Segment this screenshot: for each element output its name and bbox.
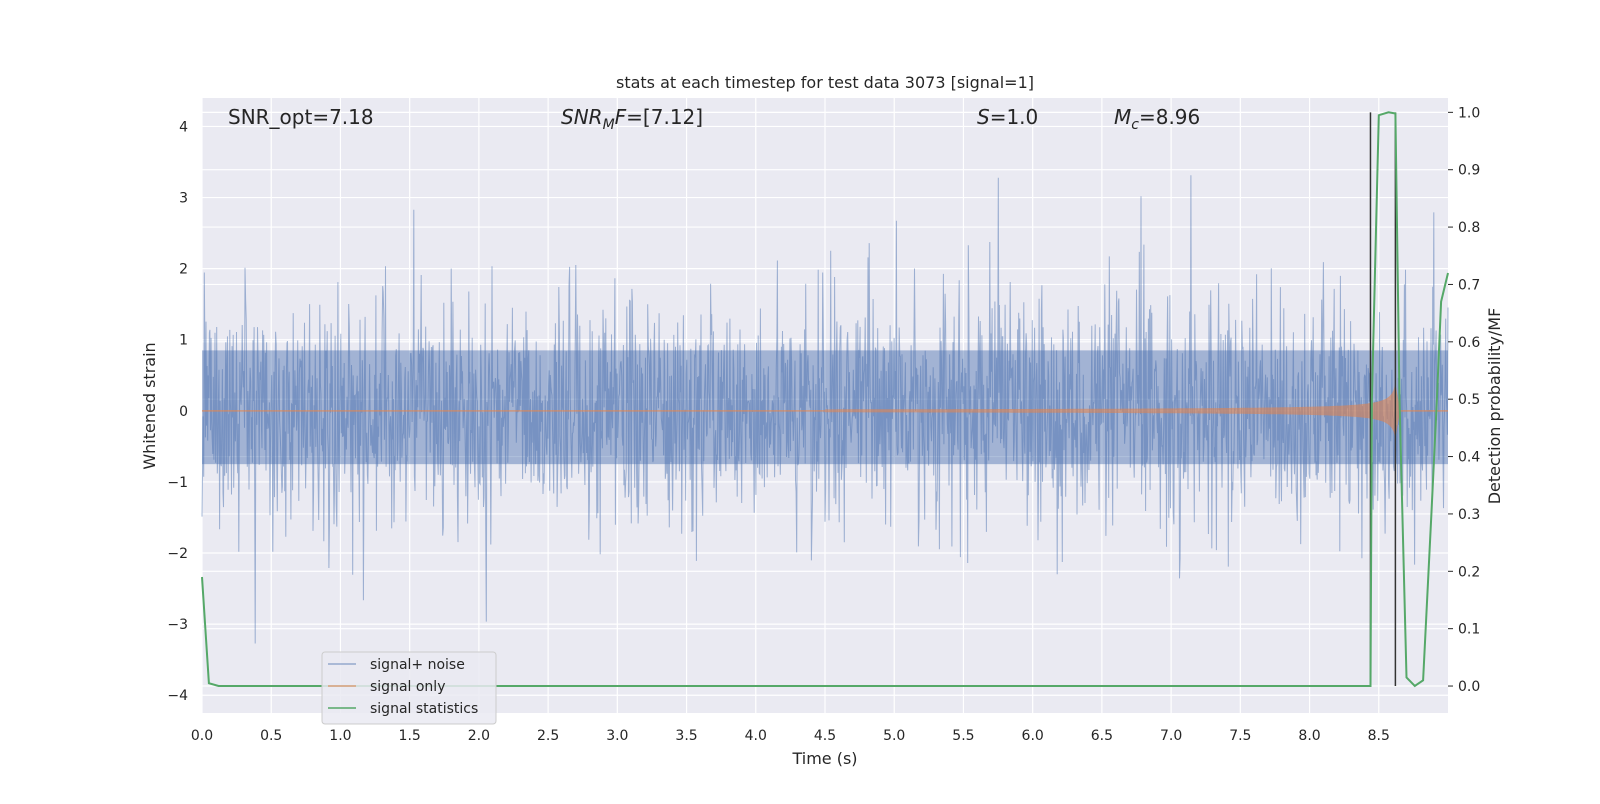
x-tick-label: 4.0	[745, 728, 767, 744]
annotation-snr-mf-base: SNR	[561, 105, 603, 129]
series-noise-line	[201, 175, 1449, 644]
annotation-mc-sub: c	[1131, 117, 1139, 133]
x-tick-label: 6.5	[1091, 728, 1113, 744]
y2-tick-label: 0.1	[1458, 622, 1480, 638]
y2-tick-label: 0.8	[1458, 220, 1480, 236]
x-tick-label: 7.0	[1160, 728, 1182, 744]
x-tick-label: 3.5	[675, 728, 697, 744]
y-tick-label: 4	[179, 119, 188, 135]
x-tick-label: 5.5	[952, 728, 974, 744]
y-tick-label: 1	[179, 333, 188, 349]
x-tick-label: 5.0	[883, 728, 905, 744]
x-tick-label: 1.5	[399, 728, 421, 744]
annotation-snr-mf-italic: F	[615, 105, 627, 129]
y-tick-label: 0	[179, 404, 188, 420]
x-tick-label: 2.0	[468, 728, 490, 744]
plot-area	[201, 111, 1449, 688]
annotation-snr-mf-rest: =[7.12]	[626, 105, 703, 129]
legend-label-noise: signal+ noise	[370, 657, 465, 673]
legend-label-signal: signal only	[370, 679, 445, 695]
y2-axis-label: Detection probability/MF	[1485, 308, 1504, 505]
chart-title: stats at each timestep for test data 307…	[616, 73, 1034, 92]
x-tick-label: 7.5	[1229, 728, 1251, 744]
annotation-mc-base: M	[1114, 105, 1131, 129]
annotation-mc: Mc=8.96	[1114, 105, 1200, 133]
y2-tick-label: 0.6	[1458, 335, 1480, 351]
legend: signal+ noise signal only signal statist…	[321, 651, 497, 725]
y-tick-label: −3	[167, 617, 188, 633]
x-tick-label: 6.0	[1022, 728, 1044, 744]
y-tick-label: −1	[167, 475, 188, 491]
y2-tick-label: 0.3	[1458, 507, 1480, 523]
y-tick-label: 3	[179, 191, 188, 207]
x-tick-label: 0.0	[191, 728, 213, 744]
x-tick-label: 2.5	[537, 728, 559, 744]
y2-tick-label: 0.4	[1458, 450, 1480, 466]
x-tick-label: 4.5	[814, 728, 836, 744]
x-tick-label: 0.5	[260, 728, 282, 744]
legend-box	[321, 651, 497, 725]
y-tick-label: 2	[179, 262, 188, 278]
series-signal-envelope	[825, 383, 1400, 439]
x-tick-label: 3.0	[606, 728, 628, 744]
annotation-s: S=1.0	[977, 105, 1038, 129]
annotation-snr-opt: SNR_opt=7.18	[228, 105, 374, 129]
x-axis-ticks: 0.0 0.5 1.0 1.5 2.0 2.5 3.0 3.5 4.0 4.5 5.0 5.5 6.0 6…	[191, 728, 1390, 744]
y2-tick-label: 1.0	[1458, 105, 1480, 121]
legend-label-statistics: signal statistics	[370, 701, 478, 717]
y2-axis-ticks: 0.0 0.1 0.2 0.3 0.4 0.5 0.6 0.7 0.8 0.9 1.0	[1448, 105, 1480, 695]
y2-tick-label: 0.7	[1458, 277, 1480, 293]
annotation-s-italic: S	[977, 105, 990, 129]
annotation-snr-mf-sub: M	[603, 117, 615, 133]
y2-tick-label: 0.2	[1458, 564, 1480, 580]
x-axis-label: Time (s)	[791, 749, 857, 768]
y2-tick-label: 0.5	[1458, 392, 1480, 408]
y-axis-ticks: −4 −3 −2 −1 0 1 2 3 4	[167, 119, 188, 704]
x-tick-label: 1.0	[329, 728, 351, 744]
y-tick-label: −4	[167, 688, 188, 704]
annotation-snr-mf: SNRMF=[7.12]	[561, 105, 703, 133]
y-tick-label: −2	[167, 546, 188, 562]
x-tick-label: 8.5	[1368, 728, 1390, 744]
annotation-mc-rest: =8.96	[1139, 105, 1200, 129]
y2-tick-label: 0.0	[1458, 679, 1480, 695]
y-axis-label: Whitened strain	[140, 342, 159, 469]
x-tick-label: 8.0	[1298, 728, 1320, 744]
annotation-s-rest: =1.0	[990, 105, 1039, 129]
y2-tick-label: 0.9	[1458, 163, 1480, 179]
